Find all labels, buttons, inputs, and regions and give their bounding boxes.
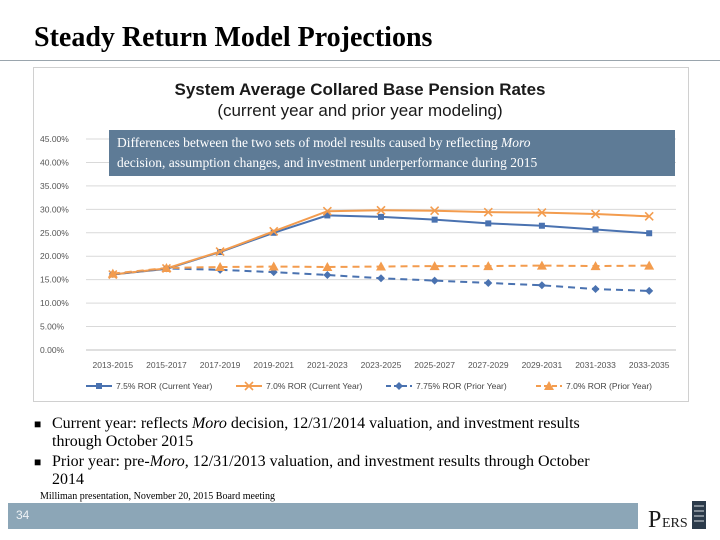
footer-bar	[8, 503, 638, 529]
data-point-0	[538, 222, 545, 229]
y-tick-label: 10.00%	[40, 298, 69, 308]
bullet-text-italic: Moro	[149, 453, 185, 470]
bullet-text-italic: Moro	[191, 415, 227, 432]
data-point-0	[324, 212, 331, 219]
page-number: 34	[16, 508, 30, 522]
data-point-2	[645, 286, 654, 295]
bullet-list: ■ Current year: reflects Moro decision, …	[34, 415, 694, 491]
bullet-text-pre: Current year: reflects	[52, 415, 192, 432]
data-point-1	[537, 208, 547, 218]
source-note: Milliman presentation, November 20, 2015…	[40, 491, 275, 502]
bullet-square-icon: ■	[34, 455, 42, 469]
bullet-text-post: , 12/31/2013 valuation, and investment r…	[184, 453, 590, 470]
data-point-2	[591, 285, 600, 294]
data-point-0	[431, 216, 438, 223]
data-point-1	[215, 246, 225, 257]
bullet-text-line2: through October 2015	[52, 433, 194, 450]
x-tick-label: 2027-2029	[468, 360, 509, 370]
data-point-1	[644, 211, 654, 221]
data-point-1	[590, 209, 601, 219]
chart-subtitle: (current year and prior year modeling)	[217, 101, 503, 120]
legend-marker	[544, 381, 554, 390]
x-tick-label: 2019-2021	[253, 360, 294, 370]
x-tick-label: 2021-2023	[307, 360, 348, 370]
bullet-item: ■ Current year: reflects Moro decision, …	[34, 415, 694, 451]
data-point-1	[376, 205, 386, 215]
bullet-text-pre: Prior year: pre-	[52, 453, 150, 470]
callout-text-pre: Differences between the two sets of mode…	[117, 135, 501, 150]
data-point-3	[215, 262, 226, 272]
chart-frame	[33, 67, 689, 402]
legend-entry: 7.0% ROR (Prior Year)	[566, 381, 652, 391]
pers-logo: P ERS	[646, 497, 708, 533]
legend-entry: 7.0% ROR (Current Year)	[266, 381, 363, 391]
legend-entry: 7.75% ROR (Prior Year)	[416, 381, 507, 391]
data-point-3	[161, 262, 172, 272]
svg-text:P: P	[648, 507, 661, 533]
legend-marker	[395, 382, 403, 390]
bullet-item: ■ Prior year: pre-Moro, 12/31/2013 valua…	[34, 453, 694, 489]
slide-title: Steady Return Model Projections	[34, 22, 433, 53]
callout-text-line2: decision, assumption changes, and invest…	[117, 155, 538, 170]
bullet-text-post: decision, 12/31/2014 valuation, and inve…	[226, 415, 580, 432]
data-point-3	[322, 262, 333, 272]
data-point-0	[592, 226, 599, 233]
y-tick-label: 45.00%	[40, 134, 69, 144]
data-point-3	[268, 261, 279, 271]
y-tick-label: 25.00%	[40, 228, 69, 238]
data-point-0	[378, 213, 384, 220]
y-tick-label: 20.00%	[40, 251, 69, 261]
callout-box: Differences between the two sets of mode…	[109, 130, 675, 176]
data-point-2	[484, 278, 493, 287]
legend-marker	[244, 381, 254, 391]
x-tick-label: 2017-2019	[200, 360, 241, 370]
data-point-2	[430, 276, 439, 285]
data-point-2	[537, 281, 546, 290]
data-point-3	[107, 268, 118, 278]
y-tick-label: 35.00%	[40, 181, 69, 191]
legend-entry: 7.5% ROR (Current Year)	[116, 381, 213, 391]
y-tick-label: 40.00%	[40, 157, 69, 167]
y-tick-label: 0.00%	[40, 345, 65, 355]
y-tick-label: 15.00%	[40, 275, 69, 285]
data-point-2	[377, 274, 385, 283]
data-point-3	[644, 260, 655, 270]
title-divider	[0, 60, 720, 61]
legend-marker	[96, 383, 102, 389]
chart-title: System Average Collared Base Pension Rat…	[174, 80, 546, 99]
data-point-1	[430, 206, 440, 216]
bullet-square-icon: ■	[34, 417, 42, 431]
data-point-0	[485, 220, 492, 227]
data-point-2	[323, 270, 332, 279]
x-tick-label: 2023-2025	[361, 360, 402, 370]
x-tick-label: 2029-2031	[522, 360, 563, 370]
x-tick-label: 2025-2027	[414, 360, 455, 370]
svg-text:ERS: ERS	[662, 516, 688, 531]
x-tick-label: 2031-2033	[575, 360, 616, 370]
data-point-3	[376, 261, 386, 271]
x-tick-label: 2013-2015	[92, 360, 133, 370]
data-point-1	[269, 226, 279, 236]
data-point-3	[590, 261, 601, 271]
data-point-3	[483, 261, 494, 271]
data-point-0	[270, 229, 277, 236]
data-point-1	[322, 206, 332, 216]
data-point-3	[536, 260, 547, 270]
data-point-3	[429, 261, 440, 271]
x-tick-label: 2033-2035	[629, 360, 670, 370]
x-tick-label: 2015-2017	[146, 360, 187, 370]
y-tick-label: 5.00%	[40, 322, 65, 332]
data-point-1	[483, 207, 493, 217]
y-tick-label: 30.00%	[40, 204, 69, 214]
bullet-text-line2: 2014	[52, 471, 84, 488]
callout-text-italic: Moro	[501, 135, 531, 150]
data-point-0	[646, 230, 653, 237]
